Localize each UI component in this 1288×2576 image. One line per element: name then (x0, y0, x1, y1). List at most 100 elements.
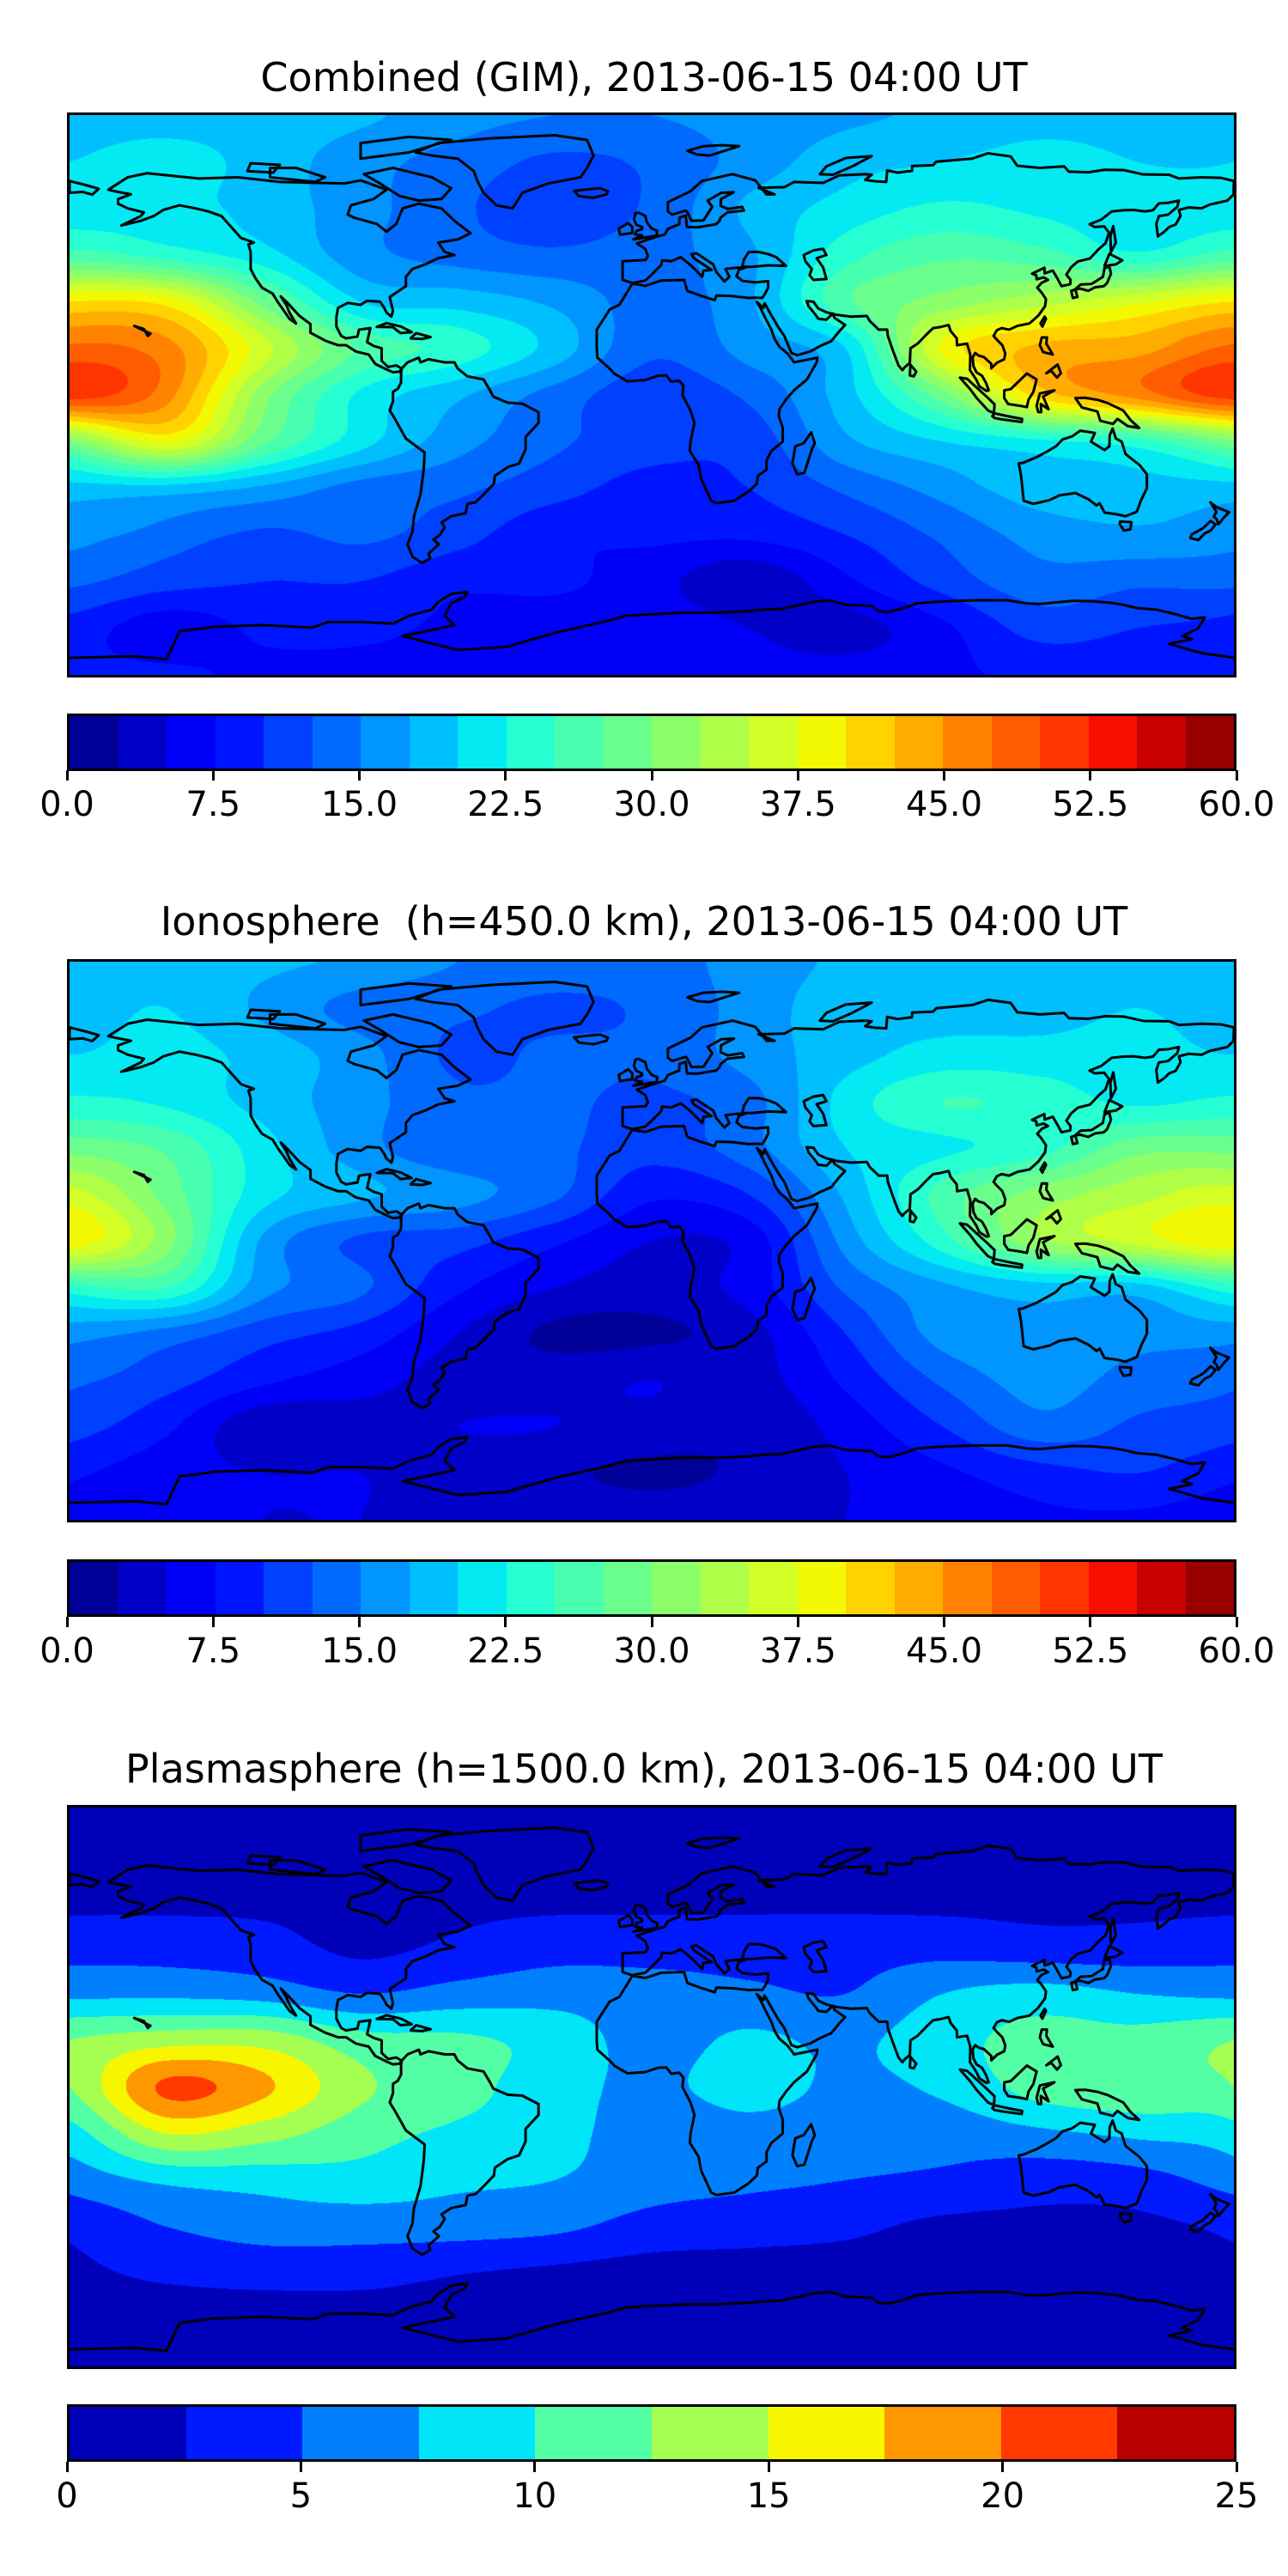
coastline-kyushu (1072, 289, 1078, 298)
colorbar-segment (458, 1562, 507, 1614)
coastline-novaya-zemlya (820, 1003, 872, 1022)
coastline-kyushu (1072, 1982, 1078, 1990)
coastline-ellesmere (361, 1829, 451, 1850)
colorbar-tick-label: 0 (56, 2476, 78, 2516)
coastline-borneo (1005, 1219, 1037, 1253)
colorbar-tick-label: 15 (746, 2476, 791, 2516)
coastline-luzon (1040, 2030, 1053, 2047)
colorbar-segment (458, 716, 507, 769)
coastline-ellesmere (361, 137, 451, 158)
coastline-victoria (270, 1014, 325, 1028)
coastline-sakhalin (1110, 226, 1115, 252)
coastline-black-sea (742, 1944, 786, 1959)
map-ionosphere (67, 959, 1236, 1522)
colorbar-tick-label: 15.0 (320, 1631, 398, 1671)
colorbar-tick-label: 52.5 (1052, 785, 1129, 824)
colorbar-segment (361, 716, 410, 769)
colorbar-segment (749, 1562, 798, 1614)
colorbar-tick-label: 30.0 (613, 785, 690, 824)
coastline-svalbard (687, 992, 738, 1002)
coastline-new-guinea (1075, 398, 1139, 428)
colorbar-segment (651, 2407, 769, 2459)
colorbar-segment (991, 1562, 1040, 1614)
coastline-luzon (1040, 1183, 1053, 1200)
coastline-tasmania (1120, 521, 1132, 531)
colorbar-tick-label: 22.5 (467, 1631, 544, 1671)
colorbar-tick-label: 20 (981, 2476, 1025, 2516)
colorbar-tick-label: 37.5 (759, 785, 836, 824)
colorbar-segment (215, 1562, 264, 1614)
coastline-hawaii (134, 2018, 150, 2028)
colorbar-tick-mark (299, 2462, 302, 2472)
coastline-taiwan (1041, 317, 1046, 327)
coastline-australia (1019, 428, 1147, 516)
colorbar-segment (167, 716, 216, 769)
panel-title-plasmasphere: Plasmasphere (h=1500.0 km), 2013-06-15 0… (125, 1746, 1163, 1792)
map-plasmasphere (67, 1805, 1236, 2369)
colorbar-tick-mark (650, 1617, 653, 1627)
colorbar-segment (846, 716, 895, 769)
colorbar-tick-label: 22.5 (467, 785, 544, 824)
coastline-caspian-sea (804, 1095, 826, 1126)
coastline-iceland (574, 188, 609, 197)
colorbar-segment (302, 2407, 419, 2459)
coastline-south-america (390, 358, 538, 563)
colorbar-segment (555, 1562, 604, 1614)
coastline-cuba (377, 323, 412, 333)
colorbar-tick-mark (65, 1617, 69, 1627)
colorbar-segment (1117, 2407, 1234, 2459)
colorbar-segment (700, 1562, 749, 1614)
colorbar-tick-label: 60.0 (1198, 785, 1275, 824)
coastline-cuba (377, 1170, 412, 1180)
colorbar-segment (312, 716, 361, 769)
panel-title-combined: Combined (GIM), 2013-06-15 04:00 UT (260, 54, 1028, 100)
coastline-kyushu (1072, 1136, 1078, 1145)
coastline-hispaniola (410, 1179, 430, 1185)
coastline-banks (247, 163, 280, 173)
colorbar-tick-mark (1089, 1617, 1092, 1627)
colorbar-combined (67, 714, 1236, 771)
coastline-caspian-sea (804, 1941, 826, 1972)
coastline-honshu (1075, 1959, 1111, 1983)
coastline-nz-south (1190, 1366, 1215, 1385)
coastline-java (993, 1259, 1023, 1267)
panel-title-ionosphere: Ionosphere (h=450.0 km), 2013-06-15 04:0… (160, 898, 1128, 945)
colorbar-tick-mark (358, 770, 361, 781)
colorbar-segment (118, 1562, 167, 1614)
colorbar-segment (264, 1562, 313, 1614)
colorbar-segment (943, 1562, 992, 1614)
coastline-north-america (108, 1866, 471, 2064)
colorbar-tick-label: 25 (1214, 2476, 1259, 2516)
colorbar-tick-mark (211, 770, 215, 781)
colorbar-segment (506, 716, 555, 769)
coastline-ellesmere (361, 983, 451, 1005)
colorbar-segment (1137, 716, 1186, 769)
coastline-greenland (416, 981, 593, 1054)
coastline-hispaniola (410, 333, 430, 339)
colorbar-segment (418, 2407, 536, 2459)
colorbar-ionosphere (67, 1559, 1236, 1617)
colorbar-ticks-plasmasphere: 0 5 10 15 20 25 (56, 2462, 1258, 2522)
coastline-australia (1019, 2121, 1147, 2208)
colorbar-segment (555, 716, 604, 769)
colorbar-tick-label: 5 (289, 2476, 313, 2516)
coastline-mindanao (1047, 2057, 1061, 2069)
coastline-greenland (416, 136, 593, 209)
coastline-black-sea (742, 252, 786, 266)
colorbar-ticks-ionosphere: 0.0 7.5 15.0 22.5 30.0 37.5 45.0 52.5 60.0 (39, 1617, 1275, 1677)
coastline-ireland (619, 1915, 633, 1927)
coastline-hokkaido (1104, 254, 1122, 266)
colorbar-tick-label: 7.5 (185, 1631, 241, 1671)
coastline-sri-lanka (910, 365, 917, 376)
colorbar-tick-mark (1235, 1617, 1238, 1627)
coastline-java (993, 2105, 1023, 2114)
coastline-chukotka-west (70, 1028, 99, 1042)
coastline-baffin (364, 1860, 452, 1893)
colorbar-tick-mark (943, 770, 945, 781)
colorbar-tick-label: 0.0 (39, 785, 94, 824)
colorbar-segment (1088, 716, 1137, 769)
coastline-novaya-zemlya (820, 156, 872, 175)
colorbar-tick-mark (796, 1617, 799, 1627)
colorbar-tick-label: 52.5 (1052, 1631, 1129, 1671)
coastline-java (993, 413, 1023, 422)
